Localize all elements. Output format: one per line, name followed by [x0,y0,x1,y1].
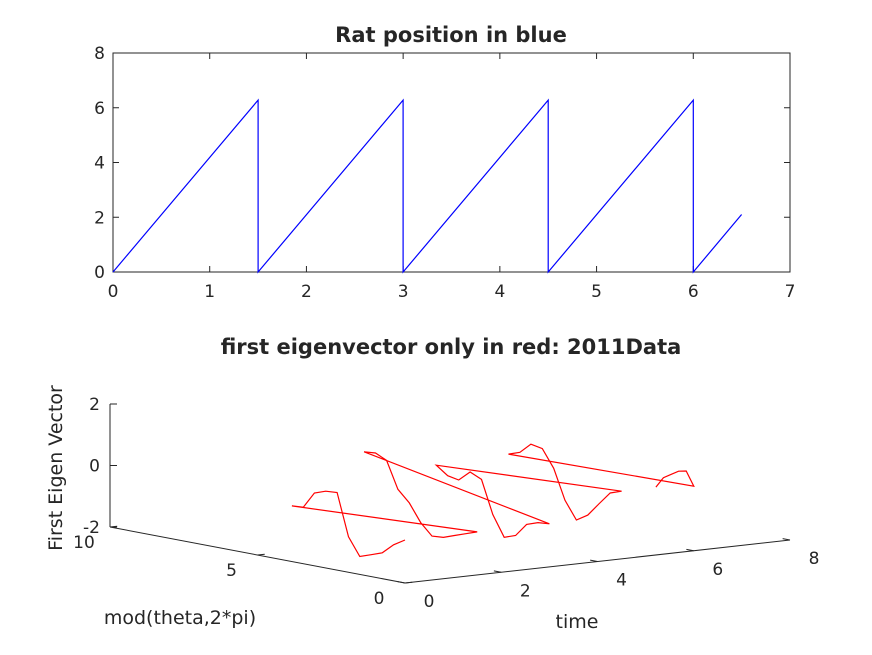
z-tick-label: -2 [83,518,100,538]
top-chart-title: Rat position in blue [335,23,567,47]
top-y-tick-label: 8 [94,44,105,64]
bottom-y-axis-label: mod(theta,2*pi) [104,607,256,629]
z-tick-label: 0 [89,457,100,477]
top-x-tick-label: 7 [785,282,796,302]
top-axes: Rat position in blue 0 1 2 3 4 5 6 7 0 2 4 6 8 [94,23,795,302]
top-y-tick-label: 2 [94,208,105,228]
theta-tick-label: 0 [374,589,385,609]
top-x-tick-label: 5 [591,282,602,302]
time-tick-label: 0 [424,592,435,612]
top-x-tick-label: 0 [108,282,119,302]
top-plot-box [112,52,791,273]
top-y-tick-label: 6 [94,99,105,119]
bottom-series-layer [291,443,695,558]
theta-tick-label: 10 [73,533,95,553]
theta-tick-mark [257,553,265,556]
top-x-ticks: 0 1 2 3 4 5 6 7 [108,53,796,302]
time-tick-mark [782,538,791,541]
time-tick-mark [590,559,598,562]
time-tick-label: 6 [712,560,723,580]
top-y-tick-label: 0 [94,263,105,283]
eigenvector-line [291,443,695,558]
time-tick-mark [397,581,406,584]
bottom-axis-lines [109,404,791,584]
theta-tick-label: 5 [226,561,237,581]
time-tick-mark [493,570,502,573]
top-x-tick-label: 2 [301,282,312,302]
top-x-tick-label: 6 [688,282,699,302]
top-x-tick-label: 3 [398,282,409,302]
top-x-tick-label: 4 [494,282,505,302]
z-tick-label: 2 [89,395,100,415]
bottom-axes: first eigenvector only in red: 2011Data … [45,335,819,633]
rat-position-line [112,98,743,274]
theta-tick-mark [404,581,413,584]
bottom-x-axis-label: time [556,611,599,633]
bottom-z-axis-label: First Eigen Vector [45,385,67,551]
top-series-layer [112,98,743,274]
time-tick-mark [686,548,694,552]
bottom-ticks: 0 2 4 6 8 0 5 10-2 0 2 [73,395,819,612]
bottom-chart-title: first eigenvector only in red: 2011Data [221,335,682,359]
time-tick-label: 8 [809,549,820,569]
top-y-tick-label: 4 [94,154,105,174]
time-tick-label: 4 [616,571,627,591]
time-tick-label: 2 [520,581,531,601]
top-y-ticks: 0 2 4 6 8 [94,44,790,283]
top-x-tick-label: 1 [204,282,215,302]
